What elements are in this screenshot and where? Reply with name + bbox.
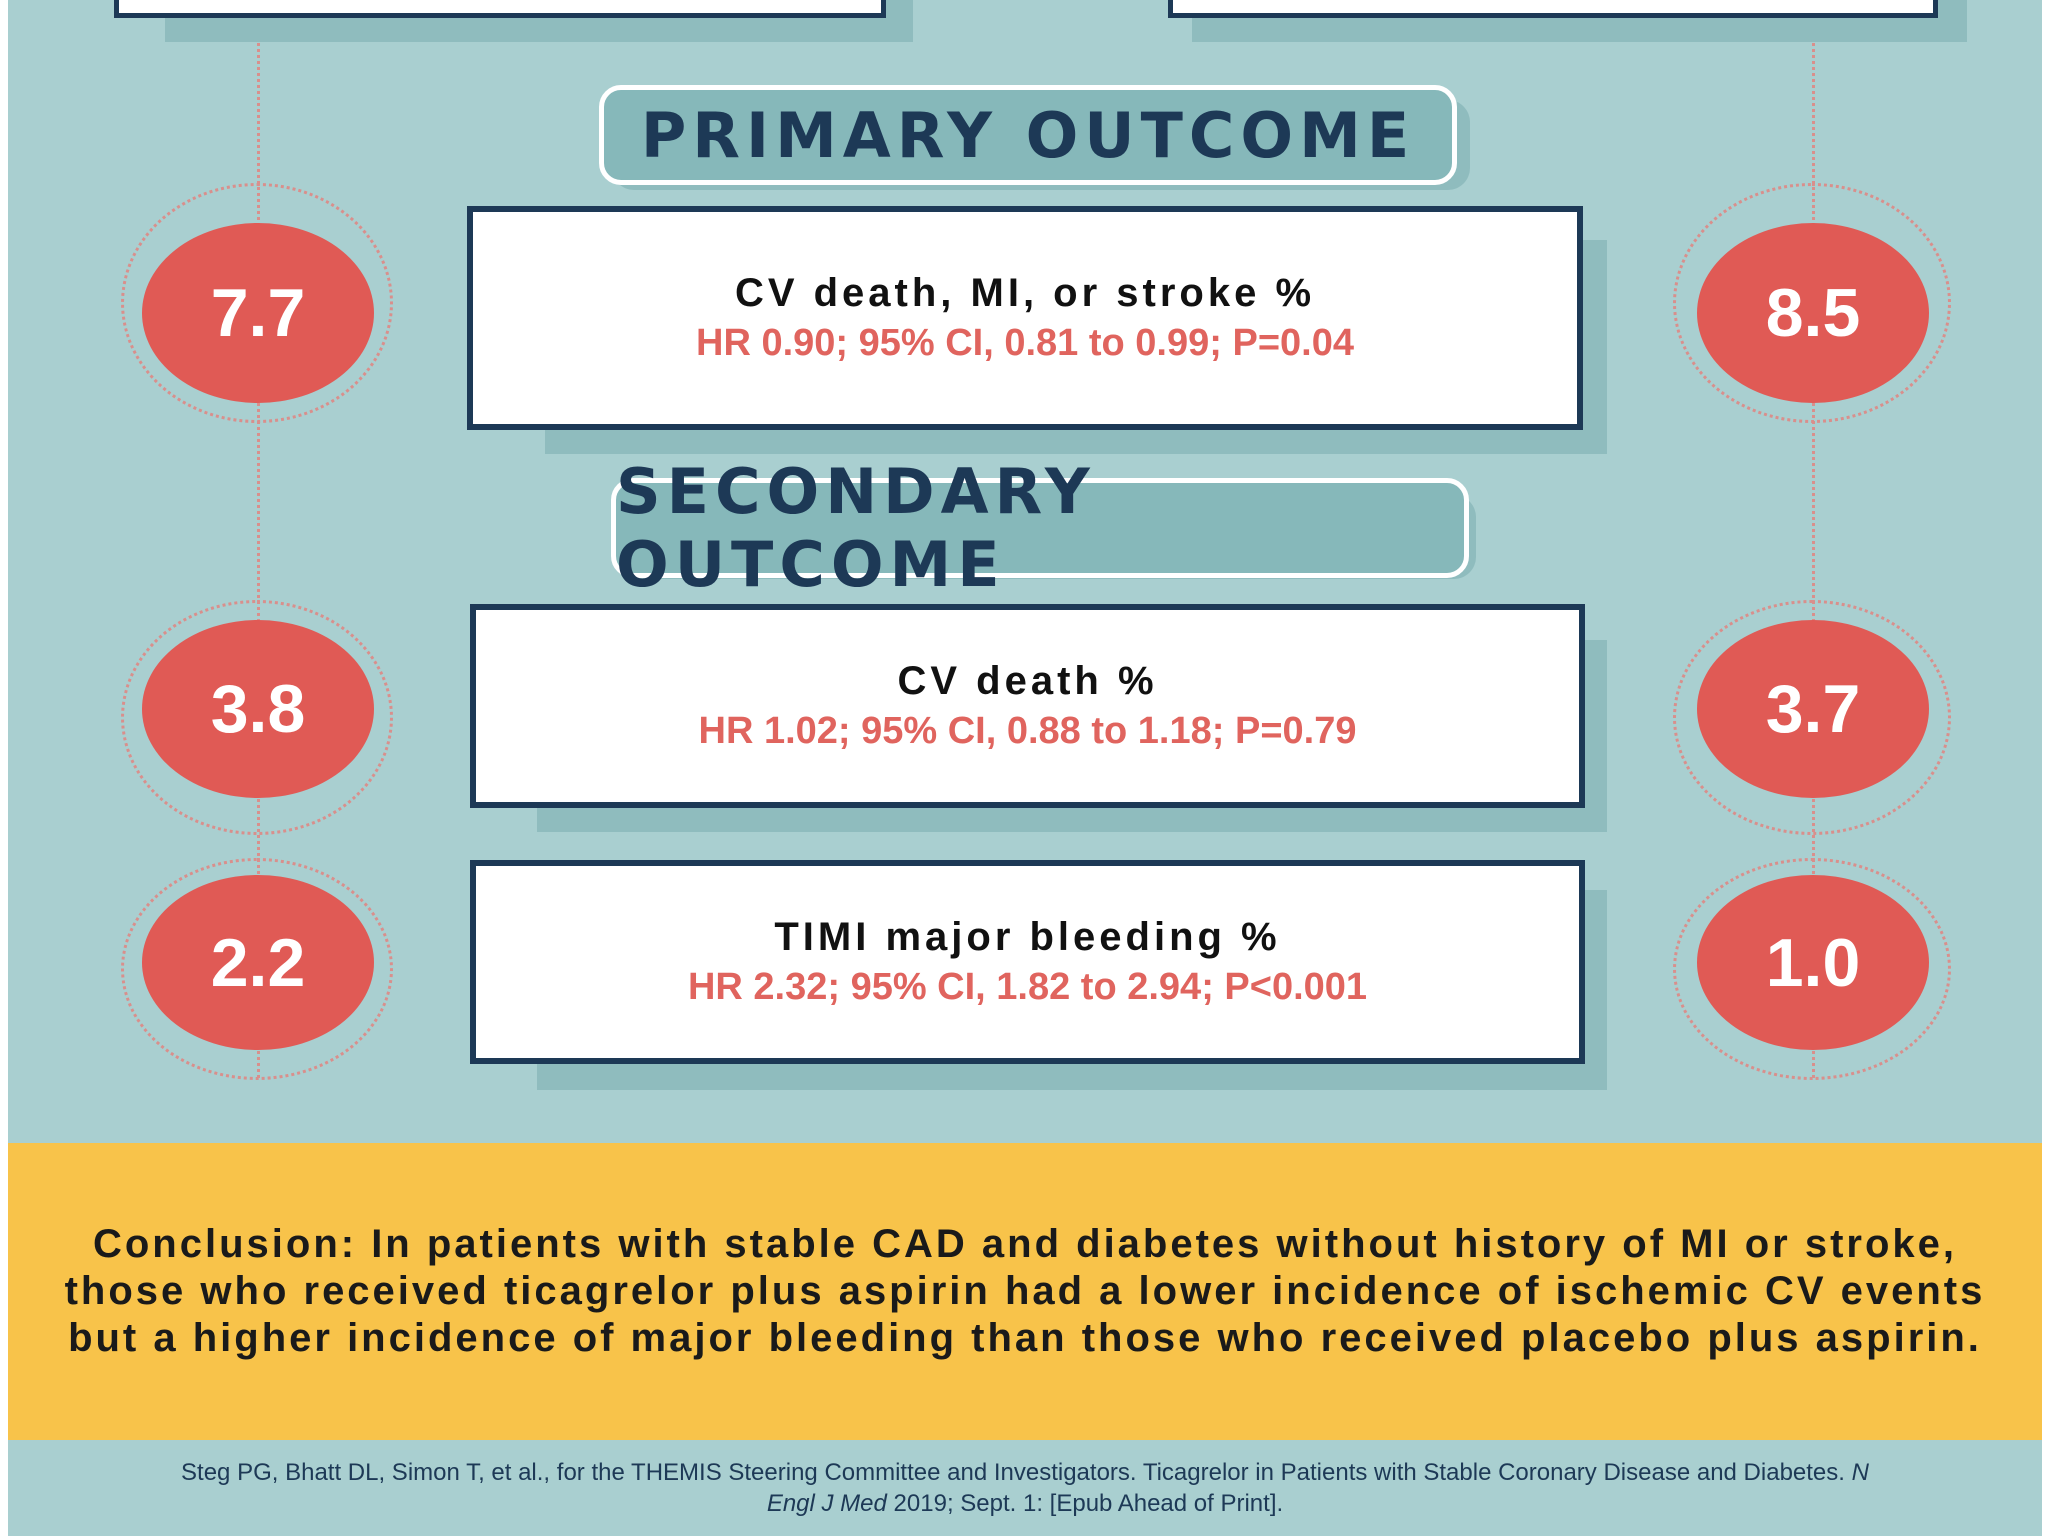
left-value-ring [121,600,393,835]
left-value-badge: 7.7 [142,223,374,403]
left-value-badge: 3.8 [142,620,374,798]
primary-outcome-heading: PRIMARY OUTCOME [599,85,1457,185]
left-value-ring [121,183,393,423]
left-value-badge: 2.2 [142,875,374,1050]
right-connector-line [1812,8,1815,1078]
outcome-title: CV death, MI, or stroke % [734,271,1316,315]
left-connector-line [257,8,260,1078]
conclusion-text: Conclusion: In patients with stable CAD … [64,1222,1986,1360]
outcome-title: CV death % [897,659,1158,703]
citation-journal: N Engl J Med [766,1459,1869,1517]
left-value-ring [121,858,393,1080]
right-value-ring [1673,183,1951,423]
outcome-hazard-ratio: HR 2.32; 95% CI, 1.82 to 2.94; P<0.001 [687,966,1368,1008]
top-right-box [1168,0,1938,18]
outcome-card-bleeding: TIMI major bleeding % HR 2.32; 95% CI, 1… [470,860,1585,1064]
top-left-box [114,0,886,18]
citation-authors-title: Steg PG, Bhatt DL, Simon T, et al., for … [181,1459,1845,1486]
outcome-card-primary: CV death, MI, or stroke % HR 0.90; 95% C… [467,206,1583,430]
outcome-hazard-ratio: HR 0.90; 95% CI, 0.81 to 0.99; P=0.04 [696,322,1354,364]
reference-band: Steg PG, Bhatt DL, Simon T, et al., for … [8,1440,2042,1536]
secondary-outcome-label: SECONDARY OUTCOME [616,455,1096,601]
outcome-hazard-ratio: HR 1.02; 95% CI, 0.88 to 1.18; P=0.79 [698,710,1357,752]
conclusion-band: Conclusion: In patients with stable CAD … [8,1143,2042,1440]
citation-date: 2019; Sept. 1: [Epub Ahead of Print]. [893,1490,1284,1517]
right-value-ring [1673,858,1951,1080]
outcome-title: TIMI major bleeding % [774,915,1281,959]
right-value-badge: 1.0 [1697,875,1929,1050]
outcome-card-cv-death: CV death % HR 1.02; 95% CI, 0.88 to 1.18… [470,604,1585,808]
primary-outcome-label: PRIMARY OUTCOME [640,98,1416,172]
right-value-ring [1673,600,1951,835]
right-value-badge: 3.7 [1697,620,1929,798]
citation: Steg PG, Bhatt DL, Simon T, et al., for … [175,1457,1875,1519]
right-value-badge: 8.5 [1697,223,1929,403]
secondary-outcome-heading: SECONDARY OUTCOME [611,455,1469,601]
